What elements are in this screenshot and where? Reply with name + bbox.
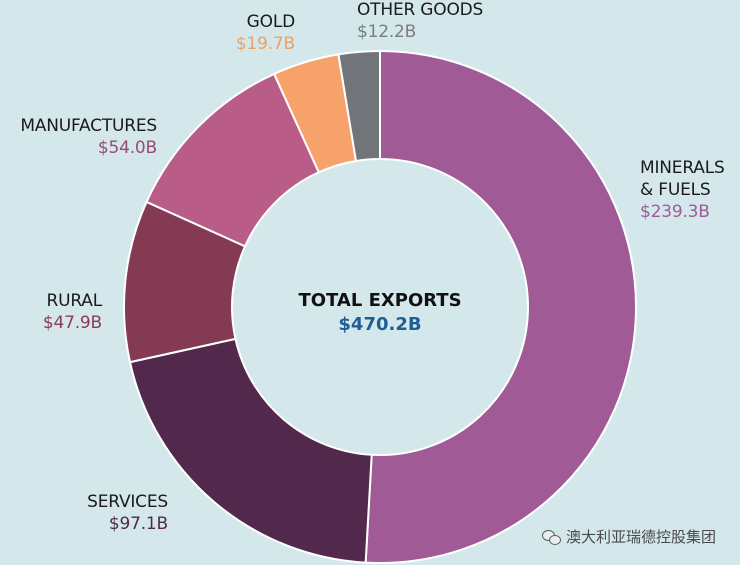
donut-slices <box>123 49 637 564</box>
label-other-goods: OTHER GOODS <box>357 0 483 20</box>
slice-other-goods <box>337 49 381 163</box>
watermark-text: 澳大利亚瑞德控股集团 <box>565 528 716 546</box>
slice-labels: MINERALS& FUELS$239.3B SERVICES$97.1B RURA… <box>20 0 724 534</box>
label-gold: GOLD <box>247 12 295 32</box>
center-total-value: $470.2B <box>338 314 421 335</box>
label-minerals-fuels-line-2: & FUELS <box>640 180 711 200</box>
watermark: 澳大利亚瑞德控股集团 <box>541 526 716 547</box>
value-other-goods: $12.2B <box>357 22 416 42</box>
label-rural: RURAL <box>47 291 103 311</box>
slice-minerals-fuels <box>364 49 637 564</box>
value-manufactures: $54.0B <box>98 138 157 158</box>
label-minerals-fuels-line-1: MINERALS <box>640 158 725 178</box>
value-services: $97.1B <box>109 514 168 534</box>
label-manufactures: MANUFACTURES <box>20 116 157 136</box>
wechat-icon <box>541 529 561 545</box>
center-title: TOTAL EXPORTS <box>298 290 461 311</box>
value-minerals-fuels: $239.3B <box>640 202 710 222</box>
slice-services <box>128 337 373 564</box>
label-services: SERVICES <box>87 492 168 512</box>
value-gold: $19.7B <box>236 34 295 54</box>
value-rural: $47.9B <box>43 313 102 333</box>
